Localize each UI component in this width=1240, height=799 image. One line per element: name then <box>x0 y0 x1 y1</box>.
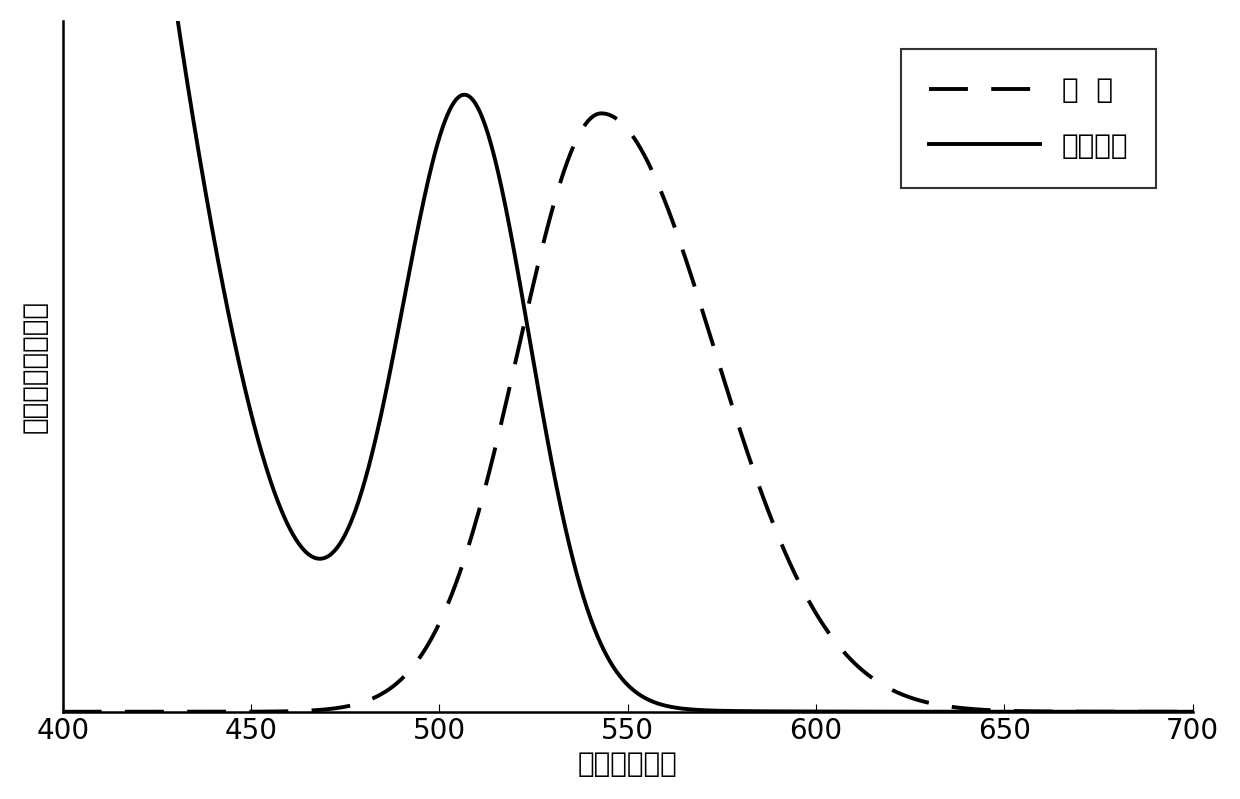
荧  光 <box>790 575 805 585</box>
荧  光 <box>487 447 502 456</box>
Y-axis label: 荧光度与吸收强度: 荧光度与吸收强度 <box>21 300 48 433</box>
荧  光 <box>594 109 609 118</box>
紫外吸收 <box>898 707 913 717</box>
X-axis label: 波长（纳米）: 波长（纳米） <box>578 750 677 778</box>
Line: 紫外吸收: 紫外吸收 <box>63 0 1193 712</box>
紫外吸收 <box>1185 707 1200 717</box>
荧  光 <box>56 707 71 717</box>
荧  光 <box>1185 707 1200 717</box>
Line: 荧  光: 荧 光 <box>63 113 1193 712</box>
荧  光 <box>260 707 275 717</box>
紫外吸收 <box>487 153 502 162</box>
紫外吸收 <box>733 706 748 716</box>
荧  光 <box>985 706 999 715</box>
紫外吸收 <box>790 706 805 716</box>
荧  光 <box>899 691 914 701</box>
荧  光 <box>733 427 748 436</box>
紫外吸收 <box>260 468 275 478</box>
Legend: 荧  光, 紫外吸收: 荧 光, 紫外吸收 <box>900 49 1156 188</box>
紫外吸收 <box>985 707 999 717</box>
